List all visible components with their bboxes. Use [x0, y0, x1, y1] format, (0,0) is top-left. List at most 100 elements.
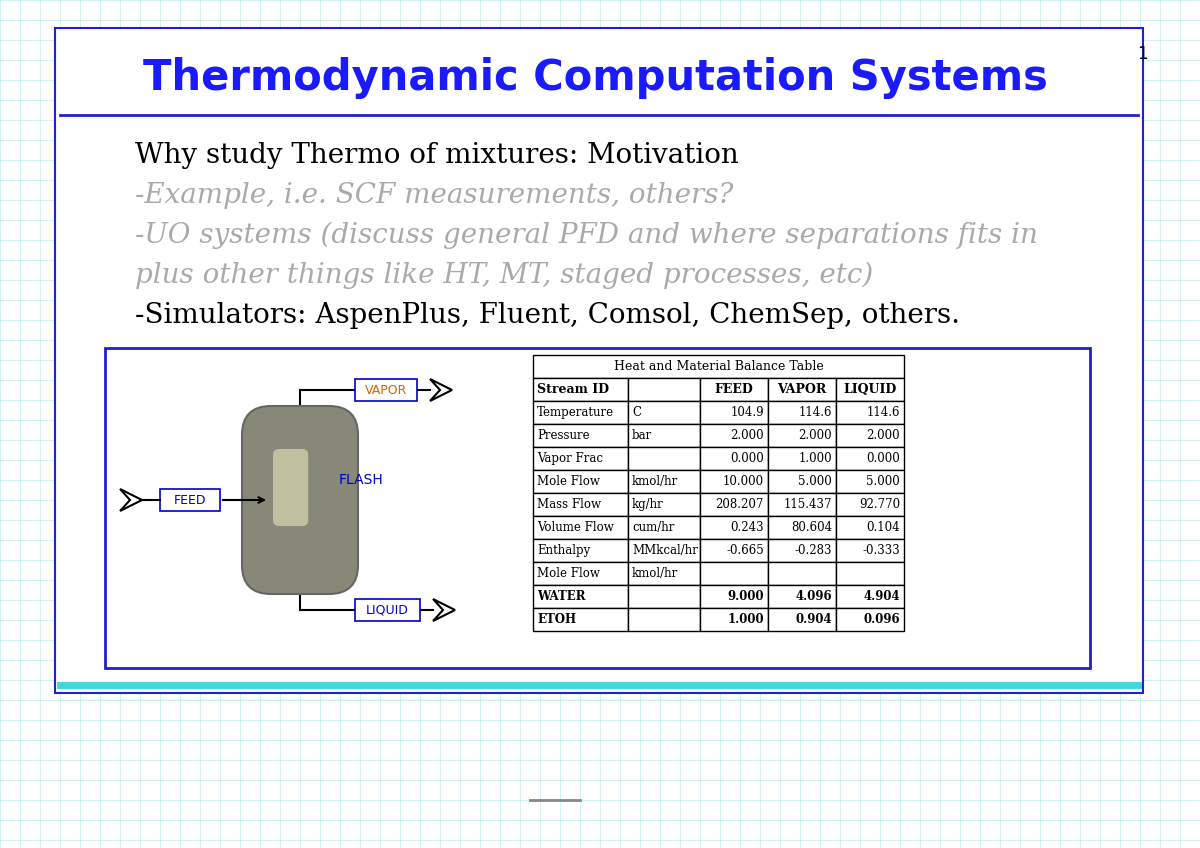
- Text: 0.000: 0.000: [866, 452, 900, 465]
- Text: 1.000: 1.000: [727, 613, 764, 626]
- Text: 2.000: 2.000: [866, 429, 900, 442]
- FancyBboxPatch shape: [700, 401, 768, 424]
- Text: LIQUID: LIQUID: [844, 383, 896, 396]
- Text: Mole Flow: Mole Flow: [538, 567, 600, 580]
- Text: kmol/hr: kmol/hr: [632, 567, 678, 580]
- FancyBboxPatch shape: [533, 608, 628, 631]
- Text: -UO systems (discuss general PFD and where separations fits in: -UO systems (discuss general PFD and whe…: [134, 222, 1038, 249]
- FancyBboxPatch shape: [768, 424, 836, 447]
- FancyBboxPatch shape: [836, 562, 904, 585]
- FancyBboxPatch shape: [533, 539, 628, 562]
- Text: Pressure: Pressure: [538, 429, 589, 442]
- Text: Enthalpy: Enthalpy: [538, 544, 590, 557]
- FancyBboxPatch shape: [836, 539, 904, 562]
- FancyBboxPatch shape: [533, 401, 628, 424]
- FancyBboxPatch shape: [768, 401, 836, 424]
- FancyBboxPatch shape: [274, 449, 308, 526]
- Text: 0.904: 0.904: [796, 613, 832, 626]
- FancyBboxPatch shape: [628, 424, 700, 447]
- Text: plus other things like HT, MT, staged processes, etc): plus other things like HT, MT, staged pr…: [134, 262, 874, 289]
- Text: Volume Flow: Volume Flow: [538, 521, 613, 534]
- FancyBboxPatch shape: [768, 539, 836, 562]
- Text: Mole Flow: Mole Flow: [538, 475, 600, 488]
- Text: 104.9: 104.9: [731, 406, 764, 419]
- Text: 114.6: 114.6: [866, 406, 900, 419]
- FancyBboxPatch shape: [533, 470, 628, 493]
- FancyBboxPatch shape: [700, 539, 768, 562]
- FancyBboxPatch shape: [768, 608, 836, 631]
- FancyBboxPatch shape: [836, 493, 904, 516]
- FancyBboxPatch shape: [768, 516, 836, 539]
- Text: kg/hr: kg/hr: [632, 498, 664, 511]
- FancyBboxPatch shape: [533, 378, 628, 401]
- FancyBboxPatch shape: [768, 470, 836, 493]
- Text: 4.904: 4.904: [863, 590, 900, 603]
- Text: 0.000: 0.000: [731, 452, 764, 465]
- FancyBboxPatch shape: [533, 447, 628, 470]
- FancyBboxPatch shape: [160, 489, 220, 511]
- Text: Mass Flow: Mass Flow: [538, 498, 601, 511]
- Text: -0.283: -0.283: [794, 544, 832, 557]
- Text: -Simulators: AspenPlus, Fluent, Comsol, ChemSep, others.: -Simulators: AspenPlus, Fluent, Comsol, …: [134, 302, 960, 329]
- Text: -0.665: -0.665: [726, 544, 764, 557]
- Text: VAPOR: VAPOR: [778, 383, 827, 396]
- FancyBboxPatch shape: [836, 424, 904, 447]
- FancyBboxPatch shape: [628, 493, 700, 516]
- Text: 5.000: 5.000: [798, 475, 832, 488]
- Text: LIQUID: LIQUID: [366, 604, 409, 616]
- FancyBboxPatch shape: [836, 470, 904, 493]
- Text: Vapor Frac: Vapor Frac: [538, 452, 604, 465]
- Text: 208.207: 208.207: [715, 498, 764, 511]
- Text: kmol/hr: kmol/hr: [632, 475, 678, 488]
- Text: 2.000: 2.000: [731, 429, 764, 442]
- FancyBboxPatch shape: [700, 470, 768, 493]
- FancyBboxPatch shape: [700, 447, 768, 470]
- FancyBboxPatch shape: [628, 539, 700, 562]
- Text: 4.096: 4.096: [796, 590, 832, 603]
- FancyBboxPatch shape: [836, 378, 904, 401]
- Text: 1: 1: [1138, 45, 1148, 63]
- FancyBboxPatch shape: [768, 378, 836, 401]
- FancyBboxPatch shape: [700, 585, 768, 608]
- FancyBboxPatch shape: [836, 447, 904, 470]
- FancyBboxPatch shape: [533, 355, 904, 378]
- Polygon shape: [430, 379, 452, 401]
- FancyBboxPatch shape: [533, 585, 628, 608]
- Text: Temperature: Temperature: [538, 406, 614, 419]
- FancyBboxPatch shape: [628, 608, 700, 631]
- Text: Why study Thermo of mixtures: Motivation: Why study Thermo of mixtures: Motivation: [134, 142, 739, 169]
- Text: cum/hr: cum/hr: [632, 521, 674, 534]
- Text: Stream ID: Stream ID: [538, 383, 610, 396]
- FancyBboxPatch shape: [700, 516, 768, 539]
- Text: 0.243: 0.243: [731, 521, 764, 534]
- FancyBboxPatch shape: [836, 608, 904, 631]
- FancyBboxPatch shape: [628, 447, 700, 470]
- Text: WATER: WATER: [538, 590, 586, 603]
- FancyBboxPatch shape: [533, 562, 628, 585]
- Text: 1.000: 1.000: [798, 452, 832, 465]
- Text: 92.770: 92.770: [859, 498, 900, 511]
- Text: -0.333: -0.333: [863, 544, 900, 557]
- Text: Heat and Material Balance Table: Heat and Material Balance Table: [613, 360, 823, 373]
- Text: FEED: FEED: [715, 383, 754, 396]
- FancyBboxPatch shape: [700, 562, 768, 585]
- FancyBboxPatch shape: [628, 378, 700, 401]
- Polygon shape: [433, 599, 455, 621]
- FancyBboxPatch shape: [533, 516, 628, 539]
- FancyBboxPatch shape: [242, 406, 358, 594]
- FancyBboxPatch shape: [628, 470, 700, 493]
- FancyBboxPatch shape: [768, 585, 836, 608]
- FancyBboxPatch shape: [836, 516, 904, 539]
- FancyBboxPatch shape: [355, 599, 420, 621]
- FancyBboxPatch shape: [700, 493, 768, 516]
- FancyBboxPatch shape: [700, 424, 768, 447]
- Text: 80.604: 80.604: [791, 521, 832, 534]
- FancyBboxPatch shape: [628, 585, 700, 608]
- FancyBboxPatch shape: [836, 401, 904, 424]
- FancyBboxPatch shape: [628, 562, 700, 585]
- FancyBboxPatch shape: [533, 493, 628, 516]
- FancyBboxPatch shape: [355, 379, 418, 401]
- Text: ETOH: ETOH: [538, 613, 576, 626]
- Text: 5.000: 5.000: [866, 475, 900, 488]
- Text: bar: bar: [632, 429, 653, 442]
